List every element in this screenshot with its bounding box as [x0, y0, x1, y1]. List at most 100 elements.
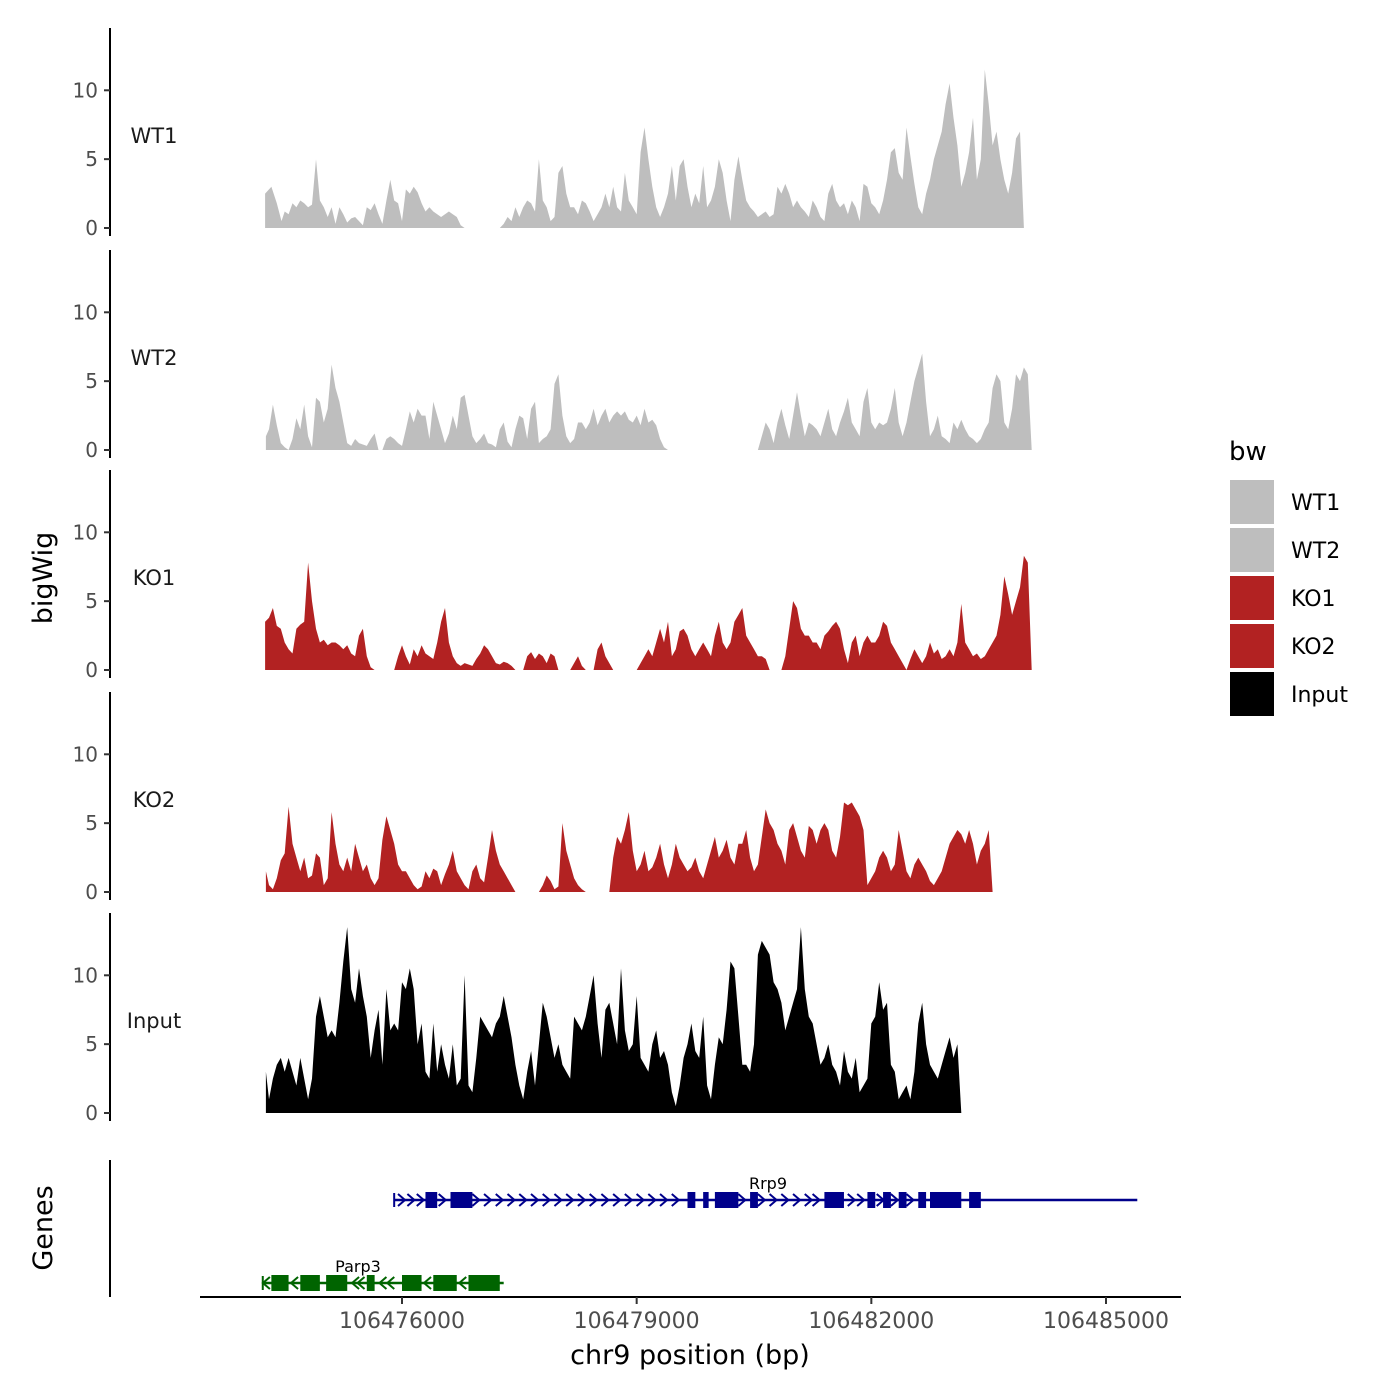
coverage-area: [265, 364, 379, 450]
y-tick-label: 5: [85, 369, 98, 393]
strand-arrow: [847, 1193, 857, 1207]
exon: [300, 1275, 320, 1291]
y-tick-label: 0: [85, 216, 98, 240]
strand-arrow: [406, 1193, 416, 1207]
strand-arrow: [483, 1193, 493, 1207]
coverage-area: [499, 69, 1118, 228]
strand-arrow: [811, 1193, 822, 1207]
strand-arrow: [757, 1193, 767, 1207]
y-tick-label: 0: [85, 1101, 98, 1125]
coverage-area: [394, 608, 516, 670]
coverage-area: [609, 802, 1118, 892]
legend-key-ko2: [1230, 624, 1274, 668]
exon: [714, 1192, 739, 1208]
coverage-area: [265, 562, 375, 670]
exon: [883, 1192, 891, 1208]
track-ko2: 0 5 10 KO2: [73, 692, 1118, 904]
legend-key-ko1: [1230, 576, 1274, 620]
strand-arrow: [905, 1193, 915, 1207]
track-label: Input: [127, 1009, 181, 1033]
exon: [402, 1275, 422, 1291]
strand-arrow: [438, 1193, 448, 1207]
gene-track: Rrp9 Parp3: [109, 1160, 1138, 1297]
y-tick-label: 10: [73, 78, 98, 102]
y-tick-label: 10: [73, 742, 98, 766]
strand-arrow: [553, 1193, 563, 1207]
x-axis-title: chr9 position (bp): [570, 1340, 810, 1371]
strand-arrow: [530, 1193, 540, 1207]
y-tick-label: 10: [73, 963, 98, 987]
track-label: KO2: [133, 788, 176, 812]
y-tick-label: 5: [85, 1032, 98, 1056]
coverage-area: [538, 823, 586, 892]
legend-label: WT1: [1291, 491, 1340, 516]
legend-title: bw: [1229, 437, 1267, 467]
exon: [433, 1275, 457, 1291]
exon: [930, 1192, 962, 1208]
y-tick-label: 10: [73, 520, 98, 544]
legend-label: KO1: [1291, 587, 1336, 612]
strand-arrow: [416, 1193, 426, 1207]
gene-rrp9: Rrp9: [393, 1174, 1138, 1208]
exon: [450, 1192, 473, 1208]
legend-key-input: [1230, 672, 1274, 716]
exon: [703, 1192, 709, 1208]
y-tick-label: 0: [85, 658, 98, 682]
gene-parp3: Parp3: [261, 1257, 504, 1291]
legend-label: Input: [1291, 683, 1348, 708]
x-tick-label: 106485000: [1043, 1309, 1169, 1334]
x-tick-label: 106482000: [808, 1309, 934, 1334]
coverage-area: [265, 806, 535, 892]
track-label: KO1: [133, 566, 176, 590]
strand-arrow: [804, 1193, 814, 1207]
strand-arrow: [577, 1193, 587, 1207]
coverage-area: [382, 374, 676, 450]
strand-arrow: [471, 1193, 481, 1207]
y-tick-label: 10: [73, 300, 98, 324]
strand-arrow: [518, 1193, 528, 1207]
exon: [326, 1275, 348, 1291]
exon: [867, 1192, 876, 1208]
track-label: WT1: [131, 124, 178, 148]
coverage-area: [265, 927, 1118, 1113]
track-label: WT2: [131, 346, 178, 370]
strand-arrow: [356, 1276, 366, 1290]
genes-axis-title: Genes: [28, 1185, 59, 1270]
strand-arrow: [495, 1193, 505, 1207]
strand-arrow: [635, 1193, 646, 1207]
strand-arrow: [542, 1193, 552, 1207]
coverage-area: [523, 652, 559, 670]
strand-arrow: [780, 1193, 790, 1207]
gene-label: Rrp9: [749, 1174, 787, 1193]
coverage-area: [570, 656, 586, 670]
coverage-area: [781, 555, 1118, 670]
tracks: 0 5 10 WT1 0 5 10 WT2 0 5 10 KO1 0 5 10 KO2 0 5 10 Input: [73, 28, 1118, 1125]
x-tick-label: 106476000: [339, 1309, 465, 1334]
y-tick-label: 5: [85, 147, 98, 171]
y-tick-label: 5: [85, 811, 98, 835]
y-tick-label: 5: [85, 589, 98, 613]
y-tick-label: 0: [85, 438, 98, 462]
legend-key-wt2: [1230, 528, 1274, 572]
strand-arrow: [350, 1276, 360, 1290]
strand-arrow: [385, 1276, 395, 1290]
track-ko1: 0 5 10 KO1: [73, 470, 1118, 682]
exon: [468, 1275, 500, 1291]
x-axis-ticks: 106476000 106479000 106482000 106485000: [339, 1297, 1169, 1334]
strand-arrow: [792, 1193, 802, 1207]
strand-arrow: [659, 1193, 669, 1207]
strand-arrow: [876, 1193, 886, 1207]
exon: [271, 1275, 289, 1291]
x-tick-label: 106479000: [574, 1309, 700, 1334]
exon: [687, 1192, 696, 1208]
track-wt1: 0 5 10 WT1: [73, 28, 1118, 240]
legend-label: WT2: [1291, 539, 1340, 564]
strand-arrow: [671, 1193, 681, 1207]
exon: [969, 1192, 981, 1208]
exon: [366, 1275, 375, 1291]
gene-label: Parp3: [335, 1257, 381, 1276]
strand-arrow: [612, 1193, 622, 1207]
strand-arrow: [737, 1193, 747, 1207]
strand-arrow: [457, 1276, 467, 1290]
coverage-area: [757, 353, 1118, 450]
